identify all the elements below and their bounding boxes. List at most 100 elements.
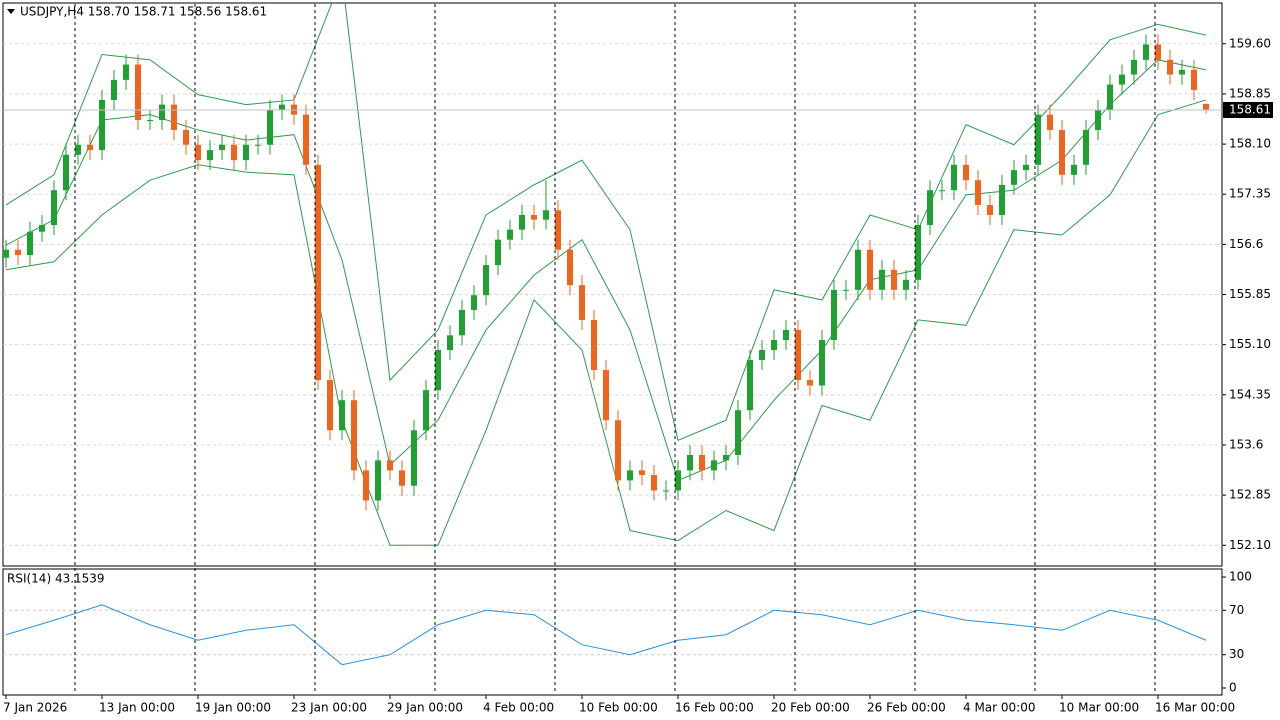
- candle-body: [15, 249, 21, 256]
- candle-body: [111, 79, 117, 100]
- candle-body: [1155, 44, 1161, 60]
- candle-body: [1167, 59, 1173, 75]
- y-tick-label: 100: [1229, 570, 1252, 584]
- candle-body: [831, 289, 837, 340]
- candle-body: [1035, 114, 1041, 165]
- candle-body: [267, 109, 273, 145]
- candle-body: [303, 114, 309, 165]
- candle-body: [219, 144, 225, 151]
- candle-body: [879, 269, 885, 290]
- candle-body: [1203, 103, 1209, 110]
- candle-body: [195, 144, 201, 161]
- candle-body: [423, 390, 429, 431]
- candle-body: [1119, 74, 1125, 85]
- y-tick-label: 155.85: [1229, 287, 1271, 301]
- candle-body: [951, 164, 957, 191]
- rsi-header: RSI(14) 43.1539: [7, 572, 105, 586]
- candle-body: [87, 144, 93, 151]
- current-price-label: 158.61: [1229, 102, 1271, 116]
- candle-body: [675, 470, 681, 491]
- candle-body: [999, 184, 1005, 215]
- y-tick-label: 30: [1229, 647, 1244, 661]
- x-tick-label: 4 Feb 00:00: [483, 701, 554, 715]
- candle-body: [75, 144, 81, 155]
- candle-body: [27, 231, 33, 256]
- candle-body: [135, 64, 141, 121]
- x-tick-label: 20 Feb 00:00: [771, 701, 850, 715]
- x-tick-label: 23 Jan 00:00: [291, 701, 367, 715]
- candle-body: [183, 130, 189, 145]
- candle-body: [987, 204, 993, 215]
- y-tick-label: 157.35: [1229, 187, 1271, 201]
- candle-body: [123, 64, 129, 80]
- rsi-line: [5, 604, 1207, 666]
- candle-body: [867, 249, 873, 290]
- x-tick-label: 13 Jan 00:00: [99, 701, 175, 715]
- candle-body: [1023, 164, 1029, 171]
- candle-body: [3, 249, 9, 258]
- candle-body: [255, 144, 261, 146]
- y-tick-label: 158.10: [1229, 137, 1271, 151]
- candle-body: [1011, 170, 1017, 185]
- candle-body: [1083, 130, 1089, 165]
- candle-body: [231, 144, 237, 161]
- bollinger-middle: [5, 59, 1207, 482]
- candle-body: [1131, 59, 1137, 75]
- candle-body: [483, 265, 489, 296]
- candle-body: [1191, 69, 1197, 90]
- candle-body: [795, 329, 801, 381]
- candle-body: [555, 210, 561, 250]
- candle-body: [711, 460, 717, 471]
- y-tick-label: 159.60: [1229, 36, 1271, 50]
- candle-body: [927, 190, 933, 225]
- candle-body: [651, 475, 657, 491]
- candle-body: [447, 335, 453, 351]
- candle-body: [735, 410, 741, 456]
- candle-body: [399, 470, 405, 486]
- candle-body: [891, 269, 897, 290]
- menu-arrow[interactable]: [7, 9, 15, 14]
- candle-body: [615, 420, 621, 481]
- candle-body: [279, 104, 285, 110]
- candle-body: [1095, 109, 1101, 131]
- y-tick-label: 152.85: [1229, 488, 1271, 502]
- candle-body: [459, 309, 465, 336]
- candle-body: [207, 150, 213, 161]
- y-tick-label: 158.85: [1229, 86, 1271, 100]
- candle-body: [1047, 114, 1053, 131]
- candle-body: [63, 154, 69, 191]
- candle-body: [903, 279, 909, 290]
- candle-body: [915, 224, 921, 280]
- candle-body: [495, 239, 501, 266]
- candle-body: [819, 339, 825, 386]
- current-price-tag: [1223, 101, 1273, 118]
- x-tick-label: 16 Feb 00:00: [675, 701, 754, 715]
- y-tick-label: 152.10: [1229, 538, 1271, 552]
- candle-body: [99, 99, 105, 151]
- candle-body: [327, 380, 333, 431]
- candle-body: [963, 164, 969, 181]
- x-tick-label: 7 Jan 2026: [3, 701, 67, 715]
- candle-body: [783, 329, 789, 340]
- candle-body: [639, 470, 645, 476]
- candle-body: [363, 470, 369, 501]
- y-tick-label: 154.35: [1229, 387, 1271, 401]
- bollinger-lower: [5, 99, 1207, 546]
- candle-body: [351, 400, 357, 471]
- candle-body: [51, 190, 57, 225]
- symbol-header: USDJPY,H4 158.70 158.71 158.56 158.61: [20, 5, 267, 19]
- candle-body: [1059, 130, 1065, 175]
- candle-body: [687, 455, 693, 471]
- candle-body: [1107, 84, 1113, 110]
- candle-body: [435, 350, 441, 391]
- x-tick-label: 4 Mar 00:00: [963, 701, 1036, 715]
- candle-body: [567, 249, 573, 286]
- main-panel: [2, 2, 1223, 567]
- candle-body: [507, 229, 513, 240]
- candle-body: [591, 319, 597, 371]
- candle-body: [519, 214, 525, 230]
- candle-body: [627, 470, 633, 481]
- candle-body: [723, 455, 729, 461]
- x-tick-label: 10 Mar 00:00: [1059, 701, 1139, 715]
- candle-body: [387, 460, 393, 471]
